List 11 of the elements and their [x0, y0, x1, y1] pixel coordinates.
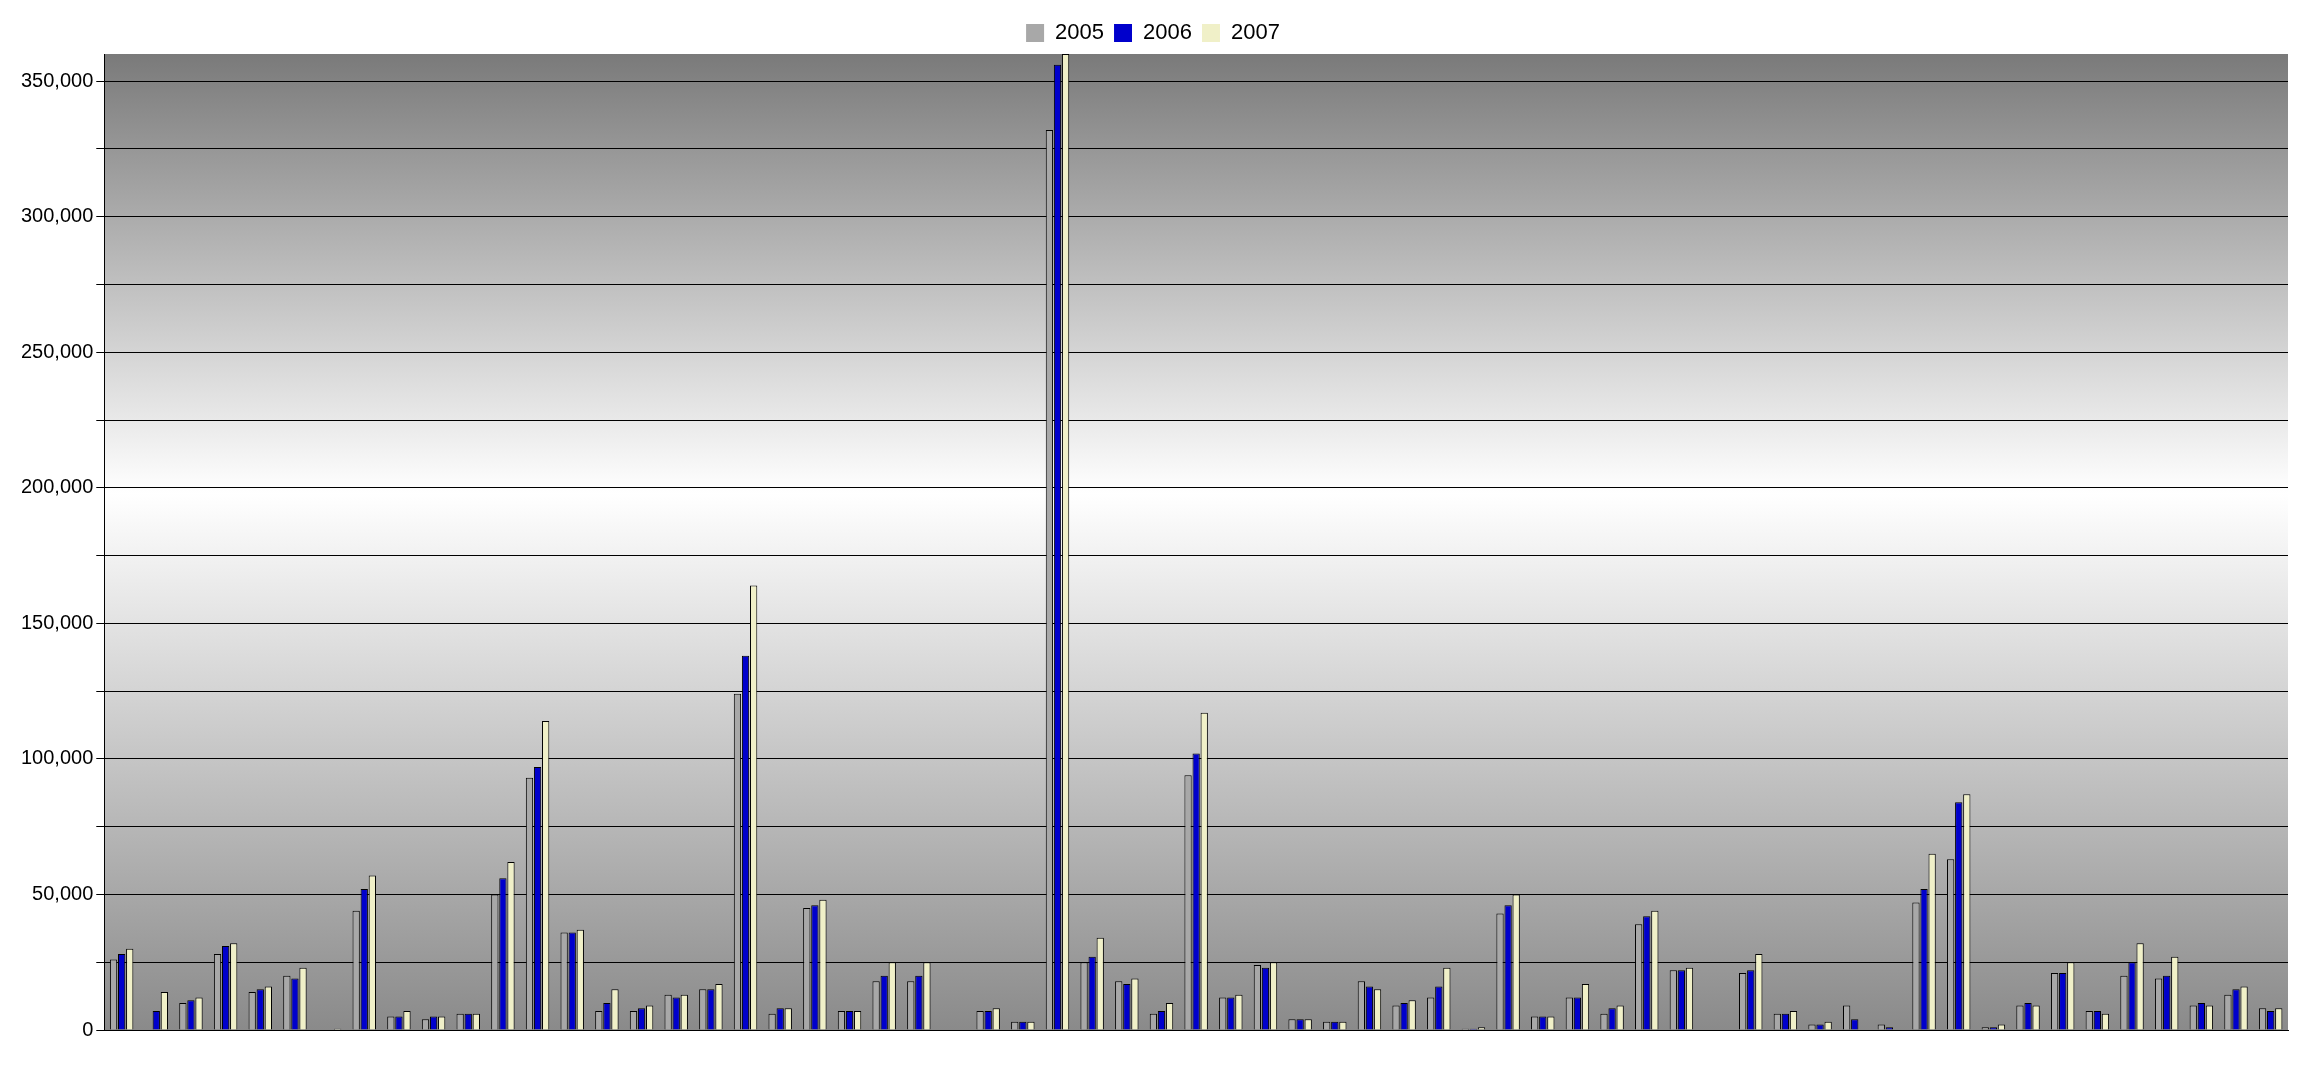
legend-label: 2006	[1143, 19, 1192, 45]
legend-label: 2005	[1055, 19, 1105, 45]
y-tick-label: 0	[82, 1017, 94, 1040]
y-tick-label: 350,000	[21, 68, 94, 91]
legend-label: 2007	[1230, 19, 1280, 45]
y-tick-label: 250,000	[21, 339, 94, 362]
y-tick-label: 100,000	[21, 746, 94, 769]
y-tick-label: 150,000	[21, 610, 94, 633]
y-tick-label: 300,000	[21, 204, 94, 227]
y-tick-label: 200,000	[21, 475, 94, 498]
y-tick-label: 50,000	[32, 881, 94, 904]
